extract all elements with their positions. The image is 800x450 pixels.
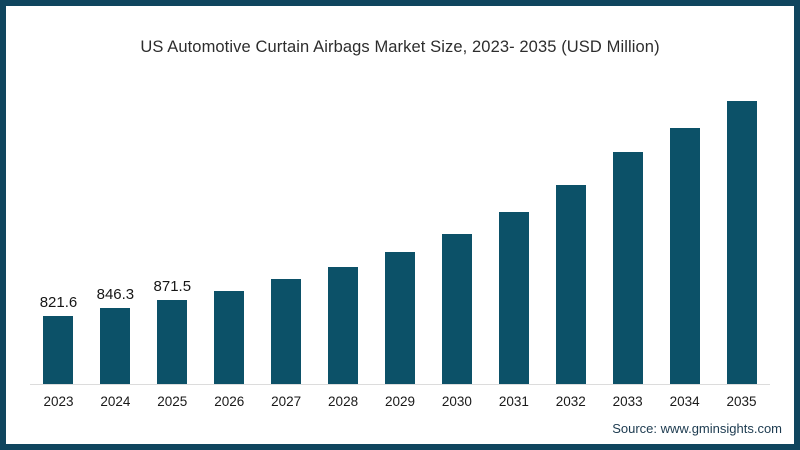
x-tick-2028: 2028 — [328, 394, 359, 409]
x-tick-2034: 2034 — [669, 394, 700, 409]
data-label-2024: 846.3 — [96, 286, 135, 303]
bar-group-2030 — [428, 76, 485, 385]
bar-group-2031 — [485, 76, 542, 385]
bar-group-2029 — [372, 76, 429, 385]
x-tick-2030: 2030 — [441, 394, 472, 409]
bar-group-2034 — [656, 76, 713, 385]
bar-2032 — [555, 185, 586, 385]
x-tick-2024: 2024 — [100, 394, 131, 409]
bar-2029 — [384, 252, 415, 385]
bar-group-2023: 821.6 — [30, 76, 87, 385]
x-axis-line — [30, 384, 770, 385]
chart-title: US Automotive Curtain Airbags Market Siz… — [140, 38, 660, 56]
bar-group-2025: 871.5 — [144, 76, 201, 385]
x-tick-2027: 2027 — [271, 394, 302, 409]
x-tick-2031: 2031 — [498, 394, 529, 409]
bar-group-2035 — [713, 76, 770, 385]
bar-2027 — [271, 279, 302, 385]
bar-group-2028 — [315, 76, 372, 385]
x-tick-2033: 2033 — [612, 394, 643, 409]
bar-group-2026 — [201, 76, 258, 385]
bar-2035 — [726, 101, 757, 385]
x-axis-labels: 2023 2024 2025 2026 2027 2028 2029 2030 2031 2032… — [30, 385, 770, 409]
x-tick-2032: 2032 — [555, 394, 586, 409]
bar-group-2032 — [542, 76, 599, 385]
x-tick-2035: 2035 — [726, 394, 757, 409]
bar-2030 — [441, 234, 472, 385]
bar-2028 — [328, 267, 359, 385]
bar-2033 — [612, 152, 643, 385]
bar-group-2024: 846.3 — [87, 76, 144, 385]
bar-group-2027 — [258, 76, 315, 385]
data-label-2025: 871.5 — [153, 278, 192, 295]
bar-2025 — [157, 300, 188, 385]
bar-2026 — [214, 291, 245, 385]
bar-group-2033 — [599, 76, 656, 385]
x-tick-2023: 2023 — [43, 394, 74, 409]
source-text: Source: www.gminsights.com — [612, 421, 782, 436]
data-label-2023: 821.6 — [39, 294, 78, 311]
bar-2034 — [669, 128, 700, 385]
plot-area: 821.6 846.3 871.5 2023 2024 2025 2026 2027 2028… — [30, 76, 770, 409]
bar-2024 — [100, 308, 131, 385]
x-tick-2026: 2026 — [214, 394, 245, 409]
bar-2031 — [498, 212, 529, 385]
bars-container: 821.6 846.3 871.5 — [30, 76, 770, 385]
x-tick-2029: 2029 — [384, 394, 416, 409]
bar-2023 — [43, 316, 74, 385]
x-tick-2025: 2025 — [157, 394, 188, 409]
